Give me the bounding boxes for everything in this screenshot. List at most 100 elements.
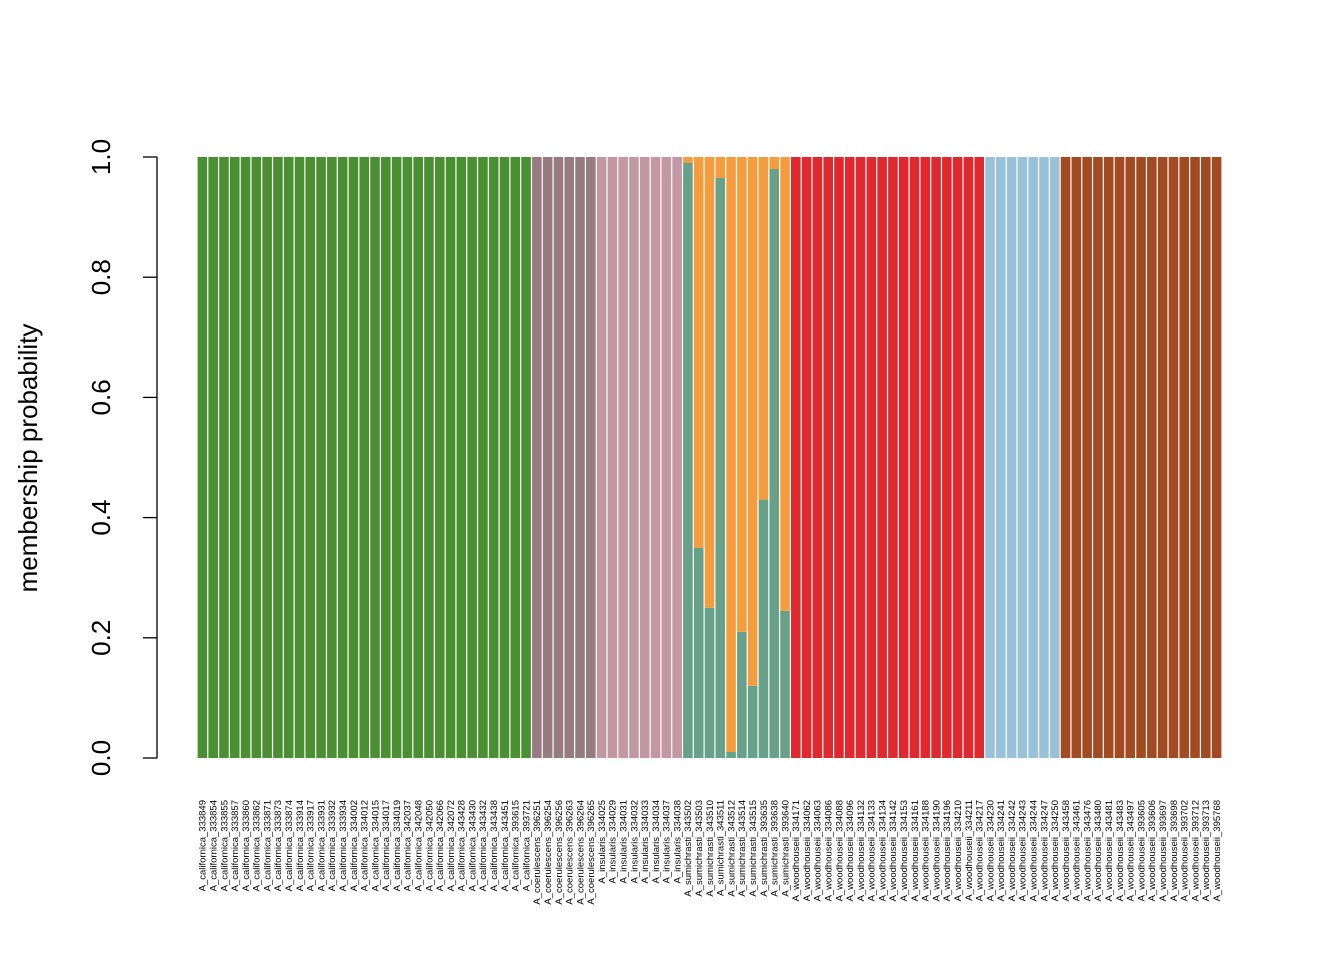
x-tick-label: A_sumichrasti_393638 bbox=[770, 800, 781, 897]
x-tick-label: A_sumichrasti_343510 bbox=[705, 800, 716, 897]
x-tick-label: A_woodhouseii_343497 bbox=[1126, 800, 1137, 901]
bar-segment bbox=[229, 157, 240, 758]
x-tick-label: A_californica_343438 bbox=[489, 800, 500, 891]
x-tick-label: A_californica_334002 bbox=[349, 800, 360, 891]
x-tick-label: A_californica_342037 bbox=[403, 800, 414, 891]
bar-segment bbox=[629, 157, 639, 758]
bar-segment bbox=[542, 157, 553, 758]
bar-segment bbox=[1006, 157, 1017, 758]
x-tick-label: A_woodhouseii_334142 bbox=[888, 800, 899, 901]
x-tick-label: A_californica_333934 bbox=[338, 800, 349, 891]
x-tick-label: A_woodhouseii_393713 bbox=[1201, 800, 1212, 901]
bar-segment bbox=[208, 157, 218, 758]
bar-segment bbox=[812, 157, 823, 758]
x-tick-label: A_woodhouseii_343461 bbox=[1072, 800, 1083, 901]
y-tick-label: 0.8 bbox=[86, 259, 116, 295]
x-tick-label: A_californica_342048 bbox=[413, 800, 424, 891]
x-tick-label: A_woodhouseii_334243 bbox=[1018, 800, 1029, 901]
bar-segment bbox=[1082, 157, 1092, 758]
x-tick-label: A_insularis_334033 bbox=[640, 800, 651, 883]
x-tick-label: A_woodhouseii_334250 bbox=[1050, 800, 1061, 901]
bar-segment bbox=[791, 157, 801, 758]
bar-segment bbox=[1125, 157, 1136, 758]
bar-segment bbox=[273, 157, 283, 758]
bar-segment bbox=[823, 157, 833, 758]
y-axis: 0.0 0.2 0.4 0.6 0.8 1.0 bbox=[86, 139, 158, 776]
bar-segment bbox=[1201, 157, 1211, 758]
bar-segment bbox=[240, 157, 251, 758]
bar-segment bbox=[931, 157, 941, 758]
x-tick-label: A_woodhouseii_334230 bbox=[985, 800, 996, 901]
bar-segment bbox=[683, 163, 693, 758]
y-tick-label: 0.6 bbox=[86, 379, 116, 415]
bar-segment bbox=[316, 157, 326, 758]
bar-segment bbox=[1103, 157, 1114, 758]
bar-segment bbox=[402, 157, 413, 758]
x-tick-label: A_woodhouseii_334133 bbox=[867, 800, 878, 901]
x-tick-label: A_californica_342072 bbox=[446, 800, 457, 891]
x-tick-label: A_californica_334017 bbox=[381, 800, 392, 891]
bar-segment bbox=[488, 157, 499, 758]
y-tick-label: 0.0 bbox=[86, 740, 116, 776]
bar-segment bbox=[909, 157, 920, 758]
y-axis-label: membership probability bbox=[13, 324, 43, 593]
bar-segment bbox=[305, 157, 316, 758]
x-tick-label: A_californica_333873 bbox=[273, 800, 284, 891]
x-tick-label: A_woodhouseii_393702 bbox=[1180, 800, 1191, 901]
bar-segment bbox=[758, 157, 769, 500]
x-tick-label: A_woodhouseii_334188 bbox=[921, 800, 932, 901]
bar-segment bbox=[639, 157, 650, 758]
x-tick-label: A_californica_333931 bbox=[316, 800, 327, 891]
bar-segment bbox=[963, 157, 974, 758]
bar-segment bbox=[1093, 157, 1103, 758]
bar-segment bbox=[467, 157, 477, 758]
x-tick-label: A_woodhouseii_334063 bbox=[813, 800, 824, 901]
bar-segment bbox=[251, 157, 262, 758]
x-tick-label: A_woodhouseii_343480 bbox=[1093, 800, 1104, 901]
bar-segment bbox=[618, 157, 628, 758]
bar-segment bbox=[381, 157, 391, 758]
bar-segment bbox=[726, 751, 736, 758]
x-tick-label: A_californica_342066 bbox=[435, 800, 446, 891]
x-tick-label: A_woodhouseii_393605 bbox=[1136, 800, 1147, 901]
x-tick-label: A_woodhouseii_334247 bbox=[1039, 800, 1050, 901]
bars-layer bbox=[197, 157, 1222, 758]
bar-segment bbox=[359, 157, 370, 758]
x-tick-label: A_woodhouseii_334062 bbox=[802, 800, 813, 901]
x-tick-label: A_californica_334015 bbox=[370, 800, 381, 891]
x-tick-label: A_californica_333874 bbox=[284, 800, 295, 891]
bar-segment bbox=[780, 610, 790, 758]
x-tick-label: A_californica_333860 bbox=[241, 800, 252, 891]
bar-segment bbox=[499, 157, 510, 758]
bar-segment bbox=[996, 157, 1006, 758]
bar-segment bbox=[769, 169, 780, 758]
bar-segment bbox=[715, 157, 726, 179]
x-tick-label: A_californica_333871 bbox=[262, 800, 273, 891]
bar-segment bbox=[564, 157, 575, 758]
bar-segment bbox=[348, 157, 359, 758]
bar-segment bbox=[532, 157, 542, 758]
x-tick-label: A_woodhouseii_334088 bbox=[834, 800, 845, 901]
x-tick-label: A_woodhouseii_334210 bbox=[953, 800, 964, 901]
x-tick-label: A_woodhouseii_393606 bbox=[1147, 800, 1158, 901]
x-tick-label: A_woodhouseii_343458 bbox=[1061, 800, 1072, 901]
bar-segment bbox=[801, 157, 812, 758]
bar-segment bbox=[1039, 157, 1049, 758]
x-tick-label: A_woodhouseii_343481 bbox=[1104, 800, 1115, 901]
x-tick-label: A_woodhouseii_334086 bbox=[823, 800, 834, 901]
x-tick-label: A_californica_343451 bbox=[500, 800, 511, 891]
x-tick-label: A_woodhouseii_334161 bbox=[910, 800, 921, 901]
bar-segment bbox=[327, 157, 337, 758]
bar-segment bbox=[1168, 157, 1179, 758]
bar-segment bbox=[855, 157, 866, 758]
x-tick-label: A_sumichrasti_393635 bbox=[759, 800, 770, 897]
x-tick-label: A_sumichrasti_393640 bbox=[780, 800, 791, 897]
bar-segment bbox=[952, 157, 963, 758]
x-tick-label: A_woodhouseii_343476 bbox=[1082, 800, 1093, 901]
bar-segment bbox=[575, 157, 585, 758]
x-tick-label: A_coerulescens_396263 bbox=[565, 800, 576, 905]
x-tick-label: A_californica_333862 bbox=[252, 800, 263, 891]
x-tick-label: A_sumichrasti_343515 bbox=[748, 800, 759, 897]
x-tick-label: A_insularis_334029 bbox=[608, 800, 619, 883]
x-tick-label: A_insularis_334034 bbox=[651, 800, 662, 883]
